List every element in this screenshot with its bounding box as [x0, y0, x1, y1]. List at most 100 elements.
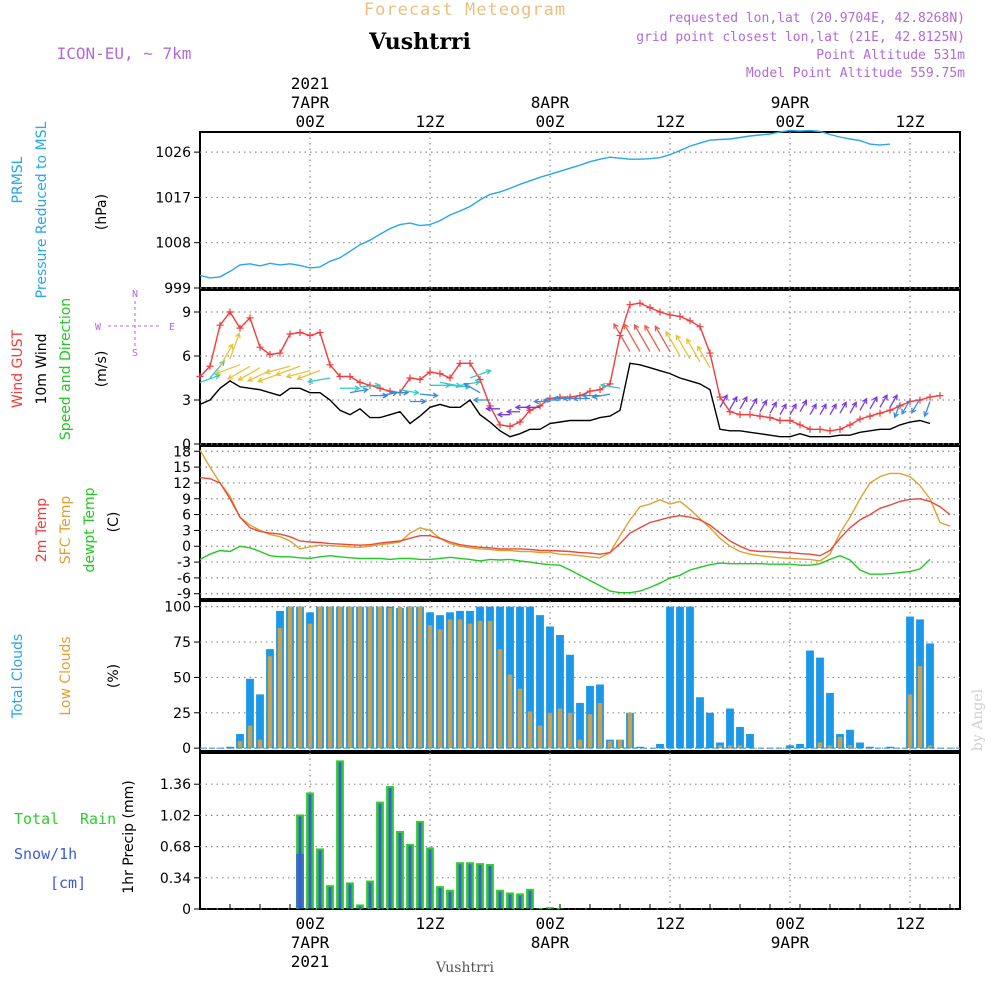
gust-marker — [406, 374, 414, 382]
gust-marker — [716, 393, 724, 401]
low-cloud-bar — [717, 745, 723, 749]
wind-direction-arrow — [719, 394, 728, 408]
low-cloud-bar — [467, 623, 473, 749]
model-name: ICON-EU, ~ 7km — [57, 44, 192, 63]
low-cloud-bar — [727, 745, 733, 749]
gust-marker — [436, 370, 444, 378]
wind-direction-arrow — [591, 393, 611, 400]
total-cloud-bar — [746, 734, 754, 749]
low-cloud-bar — [577, 739, 583, 749]
gust-marker — [326, 361, 334, 369]
gust-marker — [286, 330, 294, 338]
wind-direction-arrow — [613, 322, 631, 352]
wind-direction-arrow — [769, 401, 777, 414]
wind-direction-label: Speed and Direction — [58, 298, 74, 440]
gust-marker — [806, 425, 814, 433]
low-cloud-bar — [327, 606, 333, 749]
wind-direction-arrow — [675, 334, 691, 360]
low-cloud-bar — [597, 702, 603, 749]
low-cloud-bar — [557, 708, 563, 749]
gust-marker — [776, 417, 784, 425]
top-time-label: 00Z — [536, 112, 565, 131]
rain-core-bar — [308, 794, 312, 909]
precip-tick-label: 0.68 — [160, 840, 191, 856]
gust-marker — [266, 351, 274, 359]
bottom-time-label: 8APR — [531, 933, 570, 952]
gust-marker — [886, 406, 894, 414]
clouds-total-label: Total Clouds — [10, 634, 26, 719]
gust-marker — [496, 421, 504, 429]
rain-core-bar — [438, 888, 442, 909]
gust-marker — [346, 373, 354, 381]
gust-marker — [696, 323, 704, 331]
wind-compass-icon: N S W E — [95, 289, 175, 359]
gust-marker — [676, 312, 684, 320]
compass-east: E — [169, 322, 175, 333]
total-cloud-bar — [226, 746, 234, 749]
gust-marker — [506, 422, 514, 430]
gust-marker — [196, 373, 204, 381]
low-cloud-bar — [287, 606, 293, 749]
low-cloud-bar — [837, 736, 843, 749]
snow-bar — [296, 853, 304, 909]
gust-marker — [876, 409, 884, 417]
wind-direction-arrow — [901, 399, 911, 416]
top-time-label: 12Z — [896, 112, 925, 131]
temp-tick-label: 6 — [182, 508, 191, 524]
bottom-time-label: 12Z — [416, 914, 445, 933]
low-cloud-bar — [457, 619, 463, 749]
temp-2m-series-line — [199, 477, 951, 557]
rain-core-bar — [508, 894, 512, 909]
low-cloud-bar — [737, 745, 743, 749]
clouds-tick-label: 50 — [173, 670, 191, 686]
wind-direction-arrow — [869, 395, 878, 410]
bottom-time-label: 12Z — [896, 914, 925, 933]
gust-marker — [906, 397, 914, 405]
temp-sfc-series-line — [199, 449, 951, 562]
clouds-tick-label: 100 — [164, 600, 191, 616]
rain-core-bar — [378, 803, 382, 909]
low-cloud-bar — [917, 666, 923, 749]
total-cloud-bar — [686, 606, 694, 749]
total-cloud-bar — [906, 616, 914, 749]
temp-tick-label: 0 — [182, 539, 191, 555]
temp-sfc-label: SFC Temp — [58, 496, 74, 565]
wind-direction-arrow — [654, 325, 671, 352]
gust-marker — [856, 415, 864, 423]
total-cloud-bar — [726, 708, 734, 749]
low-cloud-bar — [607, 741, 613, 749]
wind-direction-arrow — [849, 401, 857, 414]
point-altitude: Point Altitude 531m — [816, 48, 965, 63]
gust-marker — [306, 331, 314, 339]
gust-marker — [726, 408, 734, 416]
wind-direction-arrow — [306, 377, 331, 385]
wind-direction-arrow — [399, 389, 420, 396]
gust-marker — [816, 425, 824, 433]
gust-marker — [836, 425, 844, 433]
low-cloud-bar — [317, 606, 323, 749]
temperature-panel — [199, 445, 961, 600]
total-cloud-bar — [256, 694, 264, 749]
precip-panel — [199, 752, 961, 910]
low-cloud-bar — [237, 741, 243, 749]
wind-direction-arrow — [349, 387, 370, 394]
pressure-label-full: Pressure Reduced to MSL — [34, 121, 50, 298]
total-cloud-bar — [526, 606, 534, 749]
top-time-label: 00Z — [776, 112, 805, 131]
wind-direction-arrow — [911, 398, 921, 414]
low-cloud-bar — [827, 745, 833, 749]
bottom-time-label: 7APR — [291, 933, 330, 952]
low-cloud-bar — [387, 608, 393, 749]
rain-core-bar — [498, 891, 502, 909]
wind-direction-arrow — [923, 401, 931, 418]
gust-marker — [276, 349, 284, 357]
low-cloud-bar — [417, 606, 423, 749]
bottom-time-label: 12Z — [656, 914, 685, 933]
gust-marker — [866, 412, 874, 420]
wind-direction-arrow — [789, 403, 797, 415]
wind-tick-label: 3 — [182, 393, 191, 409]
low-cloud-bar — [427, 625, 433, 749]
gust-marker — [456, 359, 464, 367]
gust-marker — [296, 329, 304, 337]
wind-direction-arrow — [633, 323, 651, 352]
